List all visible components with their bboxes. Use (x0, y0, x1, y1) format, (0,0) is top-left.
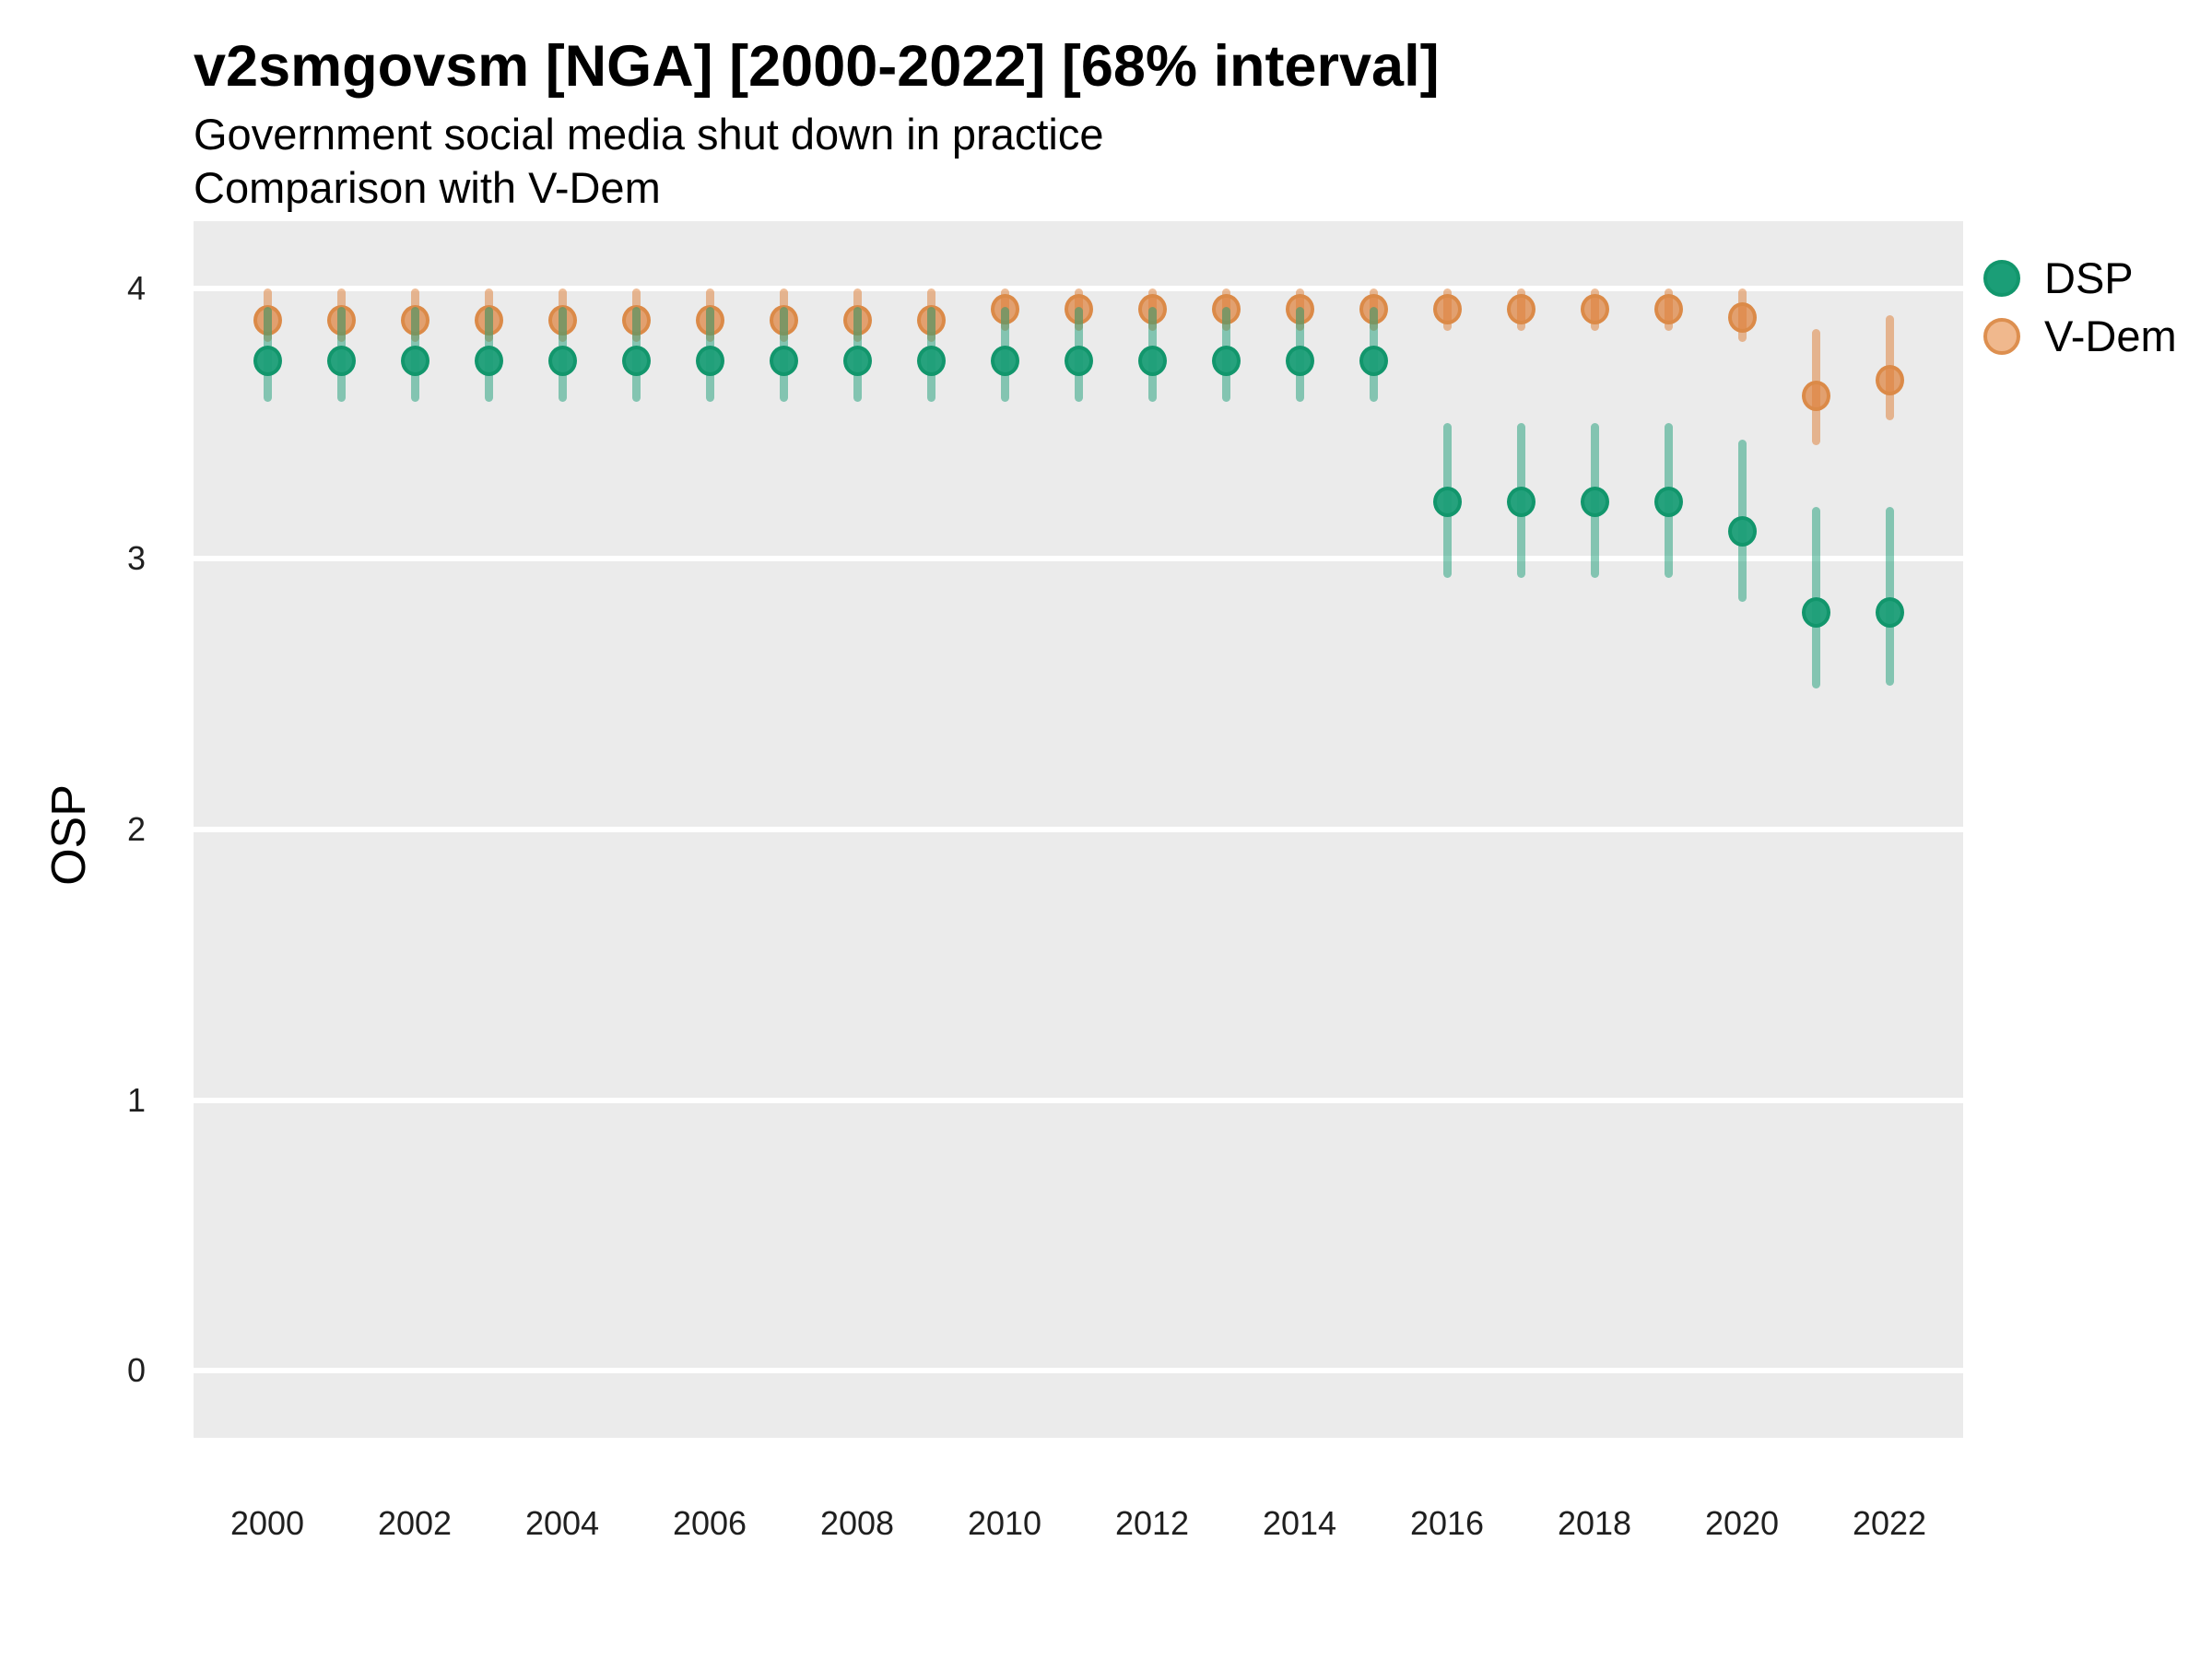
data-point (1506, 487, 1535, 518)
legend-label: V-Dem (2044, 312, 2177, 360)
chart-subtitle-line2: Comparison with V-Dem (194, 163, 661, 212)
x-tick-label: 2004 (524, 1504, 600, 1542)
data-point (474, 346, 503, 377)
x-tick-label: 2012 (1114, 1504, 1190, 1542)
legend: DSP V-Dem (1983, 249, 2177, 365)
x-tick-label: 2020 (1704, 1504, 1780, 1542)
plot-panel (194, 221, 1963, 1438)
data-point (1285, 346, 1314, 377)
data-point (326, 346, 356, 377)
data-point (1875, 597, 1904, 629)
data-point (400, 346, 429, 377)
x-tick-label: 2002 (377, 1504, 453, 1542)
gridline (194, 1097, 1963, 1103)
data-point (1580, 487, 1609, 518)
data-point (1801, 597, 1830, 629)
y-tick-label: 1 (126, 1080, 146, 1119)
x-tick-label: 2014 (1262, 1504, 1337, 1542)
data-point (1211, 346, 1241, 377)
legend-dot (1983, 317, 2020, 355)
data-point (1506, 294, 1535, 325)
gridline (194, 1368, 1963, 1374)
x-tick-label: 2010 (967, 1504, 1042, 1542)
legend-label: DSP (2044, 253, 2134, 302)
x-tick-label: 2008 (819, 1504, 895, 1542)
y-tick-label: 2 (126, 809, 146, 848)
data-point (1432, 294, 1462, 325)
data-point (1653, 294, 1683, 325)
data-point (547, 346, 577, 377)
data-point (1432, 487, 1462, 518)
legend-item: DSP (1983, 249, 2177, 307)
data-point (916, 346, 946, 377)
x-tick-label: 2016 (1409, 1504, 1485, 1542)
data-point (1137, 346, 1167, 377)
gridline (194, 826, 1963, 832)
gridline (194, 556, 1963, 562)
x-tick-label: 2022 (1852, 1504, 1927, 1542)
data-point (1727, 302, 1757, 334)
data-point (1653, 487, 1683, 518)
data-point (253, 346, 282, 377)
data-point (621, 346, 651, 377)
y-tick-label: 3 (126, 539, 146, 578)
chart-subtitle-line1: Government social media shut down in pra… (194, 110, 1104, 159)
data-point (842, 346, 872, 377)
error-bar (1885, 507, 1894, 687)
data-point (990, 294, 1019, 325)
y-tick-label: 0 (126, 1351, 146, 1390)
x-tick-label: 2018 (1557, 1504, 1632, 1542)
legend-dot (1983, 259, 2020, 297)
legend-item: V-Dem (1983, 307, 2177, 365)
chart-title: v2smgovsm [NGA] [2000-2022] [68% interva… (194, 34, 1440, 99)
x-tick-label: 2006 (672, 1504, 747, 1542)
data-point (1064, 346, 1093, 377)
data-point (1727, 516, 1757, 547)
data-point (1580, 294, 1609, 325)
data-point (990, 346, 1019, 377)
x-tick-label: 2000 (229, 1504, 305, 1542)
data-point (1875, 364, 1904, 395)
data-point (1359, 346, 1388, 377)
data-point (695, 346, 724, 377)
y-tick-label: 4 (126, 268, 146, 307)
data-point (1801, 381, 1830, 412)
data-point (769, 346, 798, 377)
